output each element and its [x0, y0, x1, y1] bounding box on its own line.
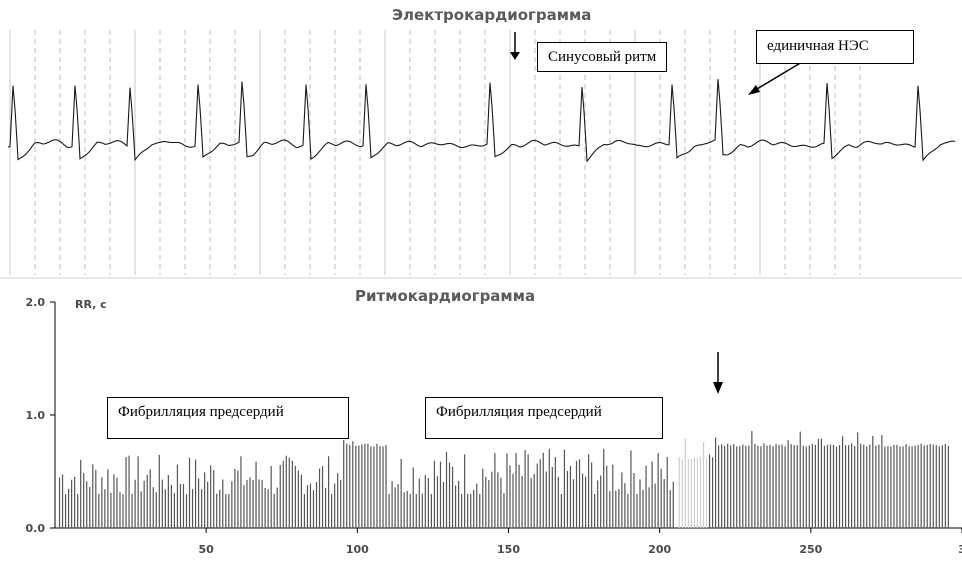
y-tick-label: 0.0 — [26, 522, 46, 535]
x-tick-label: 100 — [346, 543, 369, 556]
x-tick-label: 150 — [497, 543, 520, 556]
single-pvc-label: единичная НЭС — [756, 30, 914, 64]
sinus-rhythm-label: Синусовый ритм — [537, 42, 668, 72]
rhythm-title: Ритмокардиограмма — [355, 287, 536, 305]
down-arrow-icon — [510, 32, 520, 60]
x-tick-label: 50 — [199, 543, 215, 556]
y-tick-label: 2.0 — [26, 296, 46, 309]
ecg-panel — [0, 30, 962, 279]
x-tick-label: 250 — [799, 543, 822, 556]
ecg-trace — [7, 79, 956, 163]
af-label-2: Фибрилляция предсердий — [425, 397, 663, 439]
x-tick-label: 200 — [648, 543, 671, 556]
pvc-arrow-icon — [748, 61, 803, 95]
ecg-title: Электрокардиограмма — [392, 6, 592, 24]
af-label-1: Фибрилляция предсердий — [107, 397, 349, 439]
x-tick-label: 3 — [958, 543, 962, 556]
down-arrow-icon — [713, 352, 723, 394]
y-tick-label: 1.0 — [26, 409, 46, 422]
y-axis-label: RR, с — [75, 298, 107, 311]
